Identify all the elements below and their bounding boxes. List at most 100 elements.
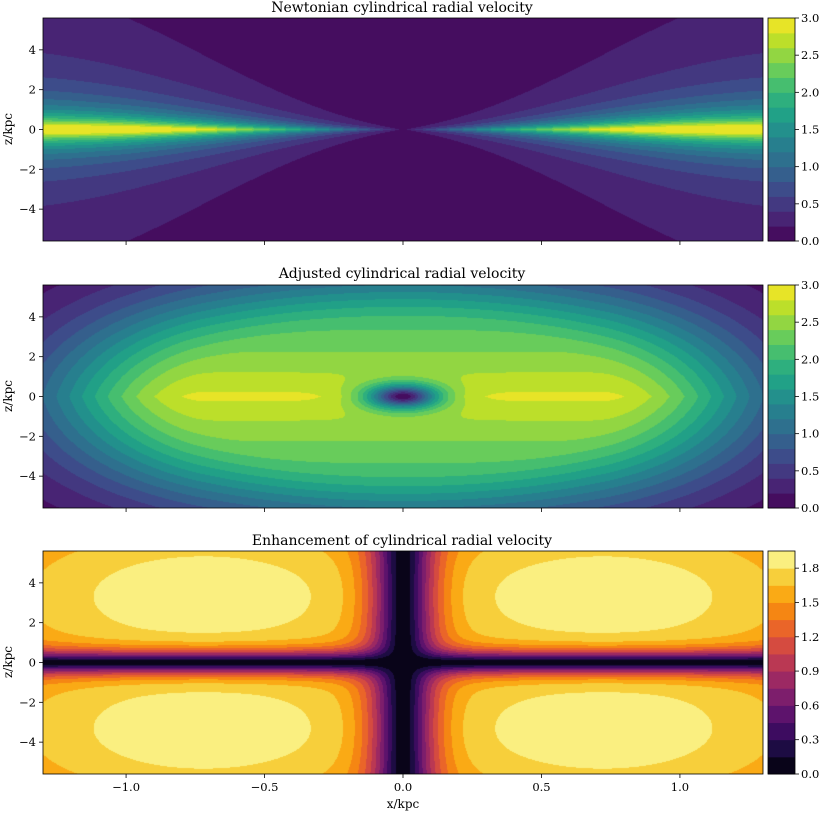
y-tick-label: 4 — [29, 43, 36, 57]
y-tick-label: 0 — [29, 123, 36, 137]
colorbar-tick-label: 3.0 — [801, 11, 819, 25]
colorbar-tick-label: 2.0 — [801, 85, 819, 99]
colorbar-level — [768, 688, 795, 706]
colorbar-tick-label: 0.0 — [801, 234, 819, 248]
colorbar-level — [768, 299, 795, 316]
colorbar-tick-label: 1.5 — [801, 595, 819, 609]
colorbar-tick-label: 0.0 — [801, 501, 819, 515]
colorbar-level — [768, 418, 795, 435]
colorbar-level — [768, 551, 795, 569]
y-axis-label: z/kpc — [1, 380, 15, 412]
colorbar-level — [768, 92, 795, 108]
colorbar-tick-label: 1.2 — [801, 630, 819, 644]
y-tick-label: −4 — [19, 735, 36, 749]
colorbar-level — [768, 463, 795, 479]
colorbar-level — [768, 359, 795, 375]
y-tick-label: −2 — [19, 162, 36, 176]
axis-ticks: −4 −2 0 2 4 — [19, 17, 764, 245]
colorbar-level — [768, 329, 795, 345]
colorbar: 0.0 0.5 1.0 1.5 2.0 2.5 3.0 — [767, 11, 819, 248]
colorbar-level — [768, 314, 795, 331]
y-tick-label: −4 — [19, 469, 36, 483]
colorbar-tick-label: 2.5 — [801, 48, 819, 62]
colorbar-level — [768, 585, 795, 603]
colorbar-tick-label: 1.0 — [801, 160, 819, 174]
contour-plot — [43, 285, 763, 508]
colorbar-tick-label: 1.0 — [801, 427, 819, 441]
colorbar-level — [768, 47, 795, 64]
colorbar-tick-label: 0.9 — [801, 664, 819, 678]
y-tick-label: 4 — [29, 310, 36, 324]
y-axis-label: z/kpc — [1, 646, 15, 678]
colorbar-level — [768, 653, 795, 672]
colorbar-level — [768, 433, 795, 450]
enhancement-panel: Enhancement of cylindrical radial veloci… — [1, 533, 819, 811]
colorbar: 0.0 0.5 1.0 1.5 2.0 2.5 3.0 — [767, 278, 819, 515]
colorbar-level — [768, 403, 795, 420]
colorbar-level — [768, 602, 795, 621]
colorbar-level — [768, 18, 795, 34]
y-tick-label: −2 — [19, 429, 36, 443]
colorbar-tick-label: 1.5 — [801, 123, 819, 137]
colorbar-level — [768, 151, 795, 168]
colorbar-level — [768, 722, 795, 741]
colorbar-level — [768, 493, 795, 509]
colorbar-level — [768, 122, 795, 138]
colorbar-level — [768, 478, 795, 494]
contour-plot — [43, 551, 763, 774]
contour-raster — [43, 285, 763, 508]
colorbar-tick-label: 0.3 — [801, 733, 819, 747]
axis-ticks: −1.0 −0.5 0.0 0.5 1.0 −4 −2 0 2 4 — [19, 550, 764, 794]
x-tick-label: −1.0 — [112, 780, 140, 794]
colorbar-level — [768, 619, 795, 638]
y-tick-label: 4 — [29, 576, 36, 590]
colorbar-level — [768, 671, 795, 689]
colorbar-level — [768, 374, 795, 390]
colorbar-level — [768, 739, 795, 758]
panel-title: Adjusted cylindrical radial velocity — [278, 266, 526, 282]
x-tick-label: 1.0 — [671, 780, 689, 794]
y-tick-label: −2 — [19, 695, 36, 709]
colorbar-level — [768, 344, 795, 360]
colorbar-level — [768, 389, 795, 405]
colorbar-level — [768, 448, 795, 464]
colorbar-level — [768, 136, 795, 153]
colorbar-tick-label: 3.0 — [801, 278, 819, 292]
panel-title: Newtonian cylindrical radial velocity — [271, 0, 533, 16]
y-tick-label: 2 — [29, 83, 36, 97]
colorbar-level — [768, 705, 795, 724]
colorbar-level — [768, 756, 795, 775]
axis-ticks: −4 −2 0 2 4 — [19, 284, 764, 512]
colorbar: 0.0 0.3 0.6 0.9 1.2 1.5 1.8 — [767, 550, 819, 781]
adjusted-panel: Adjusted cylindrical radial velocity −4 −… — [1, 266, 819, 515]
colorbar-level — [768, 77, 795, 93]
colorbar-level — [768, 226, 795, 242]
colorbar-tick-label: 2.5 — [801, 315, 819, 329]
colorbar-level — [768, 32, 795, 49]
x-tick-label: 0.0 — [394, 780, 412, 794]
colorbar-level — [768, 166, 795, 183]
colorbar-level — [768, 285, 795, 301]
y-tick-label: 0 — [29, 656, 36, 670]
colorbar-level — [768, 568, 795, 586]
colorbar-level — [768, 636, 795, 655]
contour-raster — [43, 551, 763, 774]
y-tick-label: 2 — [29, 350, 36, 364]
colorbar-tick-label: 0.0 — [801, 767, 819, 781]
colorbar-tick-label: 2.0 — [801, 352, 819, 366]
x-tick-label: 0.5 — [532, 780, 550, 794]
newtonian-panel: Newtonian cylindrical radial velocity −4… — [1, 0, 819, 248]
colorbar-level — [768, 181, 795, 197]
colorbar-level — [768, 196, 795, 212]
colorbar-tick-label: 0.5 — [801, 197, 819, 211]
colorbar-level — [768, 211, 795, 227]
colorbar-level — [768, 107, 795, 123]
x-axis-label: x/kpc — [387, 797, 420, 811]
y-axis-label: z/kpc — [1, 113, 15, 145]
contour-raster — [43, 18, 763, 241]
colorbar-tick-label: 1.5 — [801, 390, 819, 404]
y-tick-label: 2 — [29, 616, 36, 630]
panel-title: Enhancement of cylindrical radial veloci… — [252, 533, 552, 549]
colorbar-tick-label: 0.5 — [801, 464, 819, 478]
